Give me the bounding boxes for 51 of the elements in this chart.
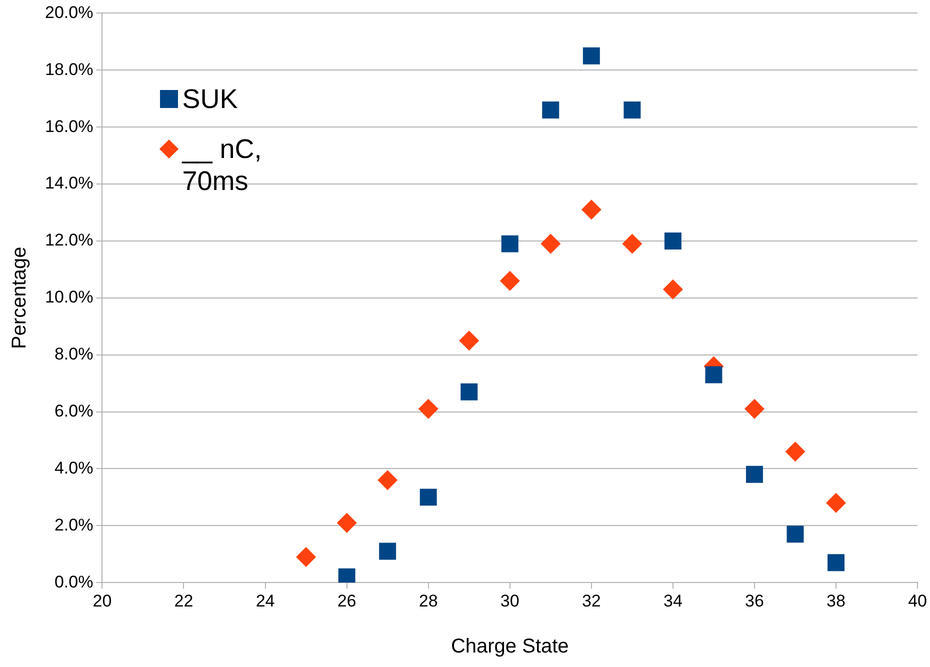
legend-label: __ nC, 70ms [182, 133, 263, 198]
y-tick-label: 20.0% [45, 2, 94, 22]
point [500, 270, 520, 291]
point [786, 526, 804, 543]
point [460, 383, 478, 400]
y-tick-label: 8.0% [54, 344, 94, 364]
point [379, 542, 396, 560]
x-tick-label: 36 [745, 591, 764, 610]
y-tick-label: 0.0% [54, 572, 94, 592]
x-tick-label: 26 [337, 591, 356, 610]
y-tick-label: 4.0% [54, 458, 94, 478]
point [664, 232, 682, 250]
y-tick-label: 18.0% [45, 60, 94, 79]
point [828, 554, 844, 572]
point [336, 512, 357, 533]
point [826, 492, 846, 513]
x-tick-label: 34 [663, 591, 682, 610]
point [662, 279, 683, 300]
legend-label: SUK [182, 83, 238, 116]
x-axis-title: Charge State [450, 636, 569, 658]
y-axis-title: Percentage [8, 246, 31, 350]
y-tick-label: 12.0% [45, 230, 94, 250]
point [581, 200, 602, 220]
y-tick-label: 16.0% [45, 116, 94, 136]
point [785, 442, 806, 462]
point [746, 466, 763, 483]
point [705, 366, 722, 384]
point [459, 330, 480, 351]
point [501, 235, 518, 252]
point [582, 47, 600, 64]
y-tick-label: 14.0% [45, 174, 94, 193]
point [744, 398, 764, 419]
x-tick-label: 38 [826, 591, 846, 610]
x-tick-label: 22 [174, 591, 194, 610]
point [622, 234, 642, 254]
point [420, 488, 437, 506]
point [378, 470, 398, 490]
point [542, 102, 560, 118]
point [540, 234, 561, 254]
y-tick-label: 6.0% [54, 401, 94, 420]
x-tick-label: 24 [256, 591, 275, 610]
y-tick-label: 10.0% [45, 288, 94, 307]
y-tick-label: 2.0% [54, 515, 94, 534]
point [296, 546, 316, 567]
x-tick-label: 28 [418, 591, 438, 610]
point [624, 102, 641, 118]
x-tick-label: 32 [582, 591, 601, 610]
x-tick-label: 20 [92, 591, 112, 610]
x-tick-label: 40 [908, 591, 928, 610]
x-tick-label: 30 [500, 591, 520, 610]
point [418, 398, 438, 419]
